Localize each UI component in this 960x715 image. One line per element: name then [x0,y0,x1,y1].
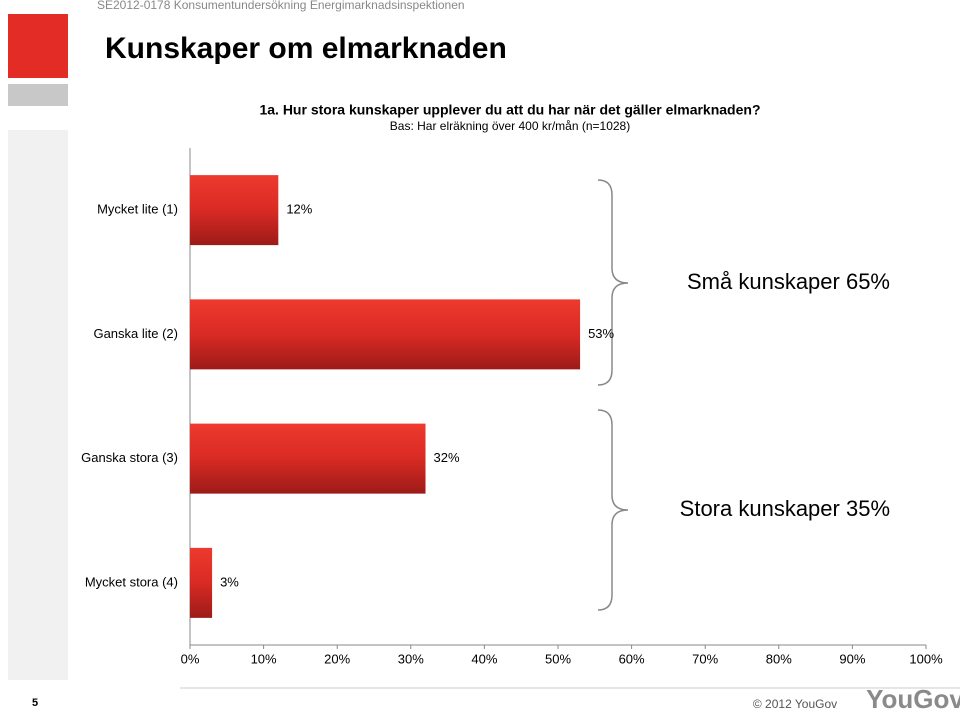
x-tick-label: 20% [324,651,350,666]
x-tick-label: 40% [471,651,497,666]
brace [597,409,629,611]
bar [190,175,279,246]
logo: YouGov [866,684,960,714]
x-tick-label: 30% [398,651,424,666]
y-tick-label: Ganska lite (2) [93,326,178,341]
bar [190,423,426,494]
x-tick-label: 80% [766,651,792,666]
chart-title: 1a. Hur stora kunskaper upplever du att … [259,102,760,118]
people-illustration [8,130,68,680]
y-tick-label: Mycket lite (1) [97,202,178,217]
chart-subtitle: Bas: Har elräkning över 400 kr/mån (n=10… [390,119,630,133]
x-tick-label: 50% [545,651,571,666]
x-tick-label: 90% [839,651,865,666]
doc-id: SE2012-0178 Konsumentundersökning Energi… [97,0,465,12]
value-label: 3% [220,574,239,589]
value-label: 53% [588,326,614,341]
red-block [8,14,68,78]
x-tick-label: 0% [181,651,200,666]
copyright: © 2012 YouGov [753,697,837,711]
value-label: 12% [286,202,312,217]
x-tick-label: 60% [619,651,645,666]
y-tick-label: Ganska stora (3) [81,450,178,465]
bar [190,547,213,618]
x-tick-label: 70% [692,651,718,666]
brace [597,179,629,386]
y-tick-label: Mycket stora (4) [85,574,178,589]
bar [190,299,581,370]
annotation: Små kunskaper 65% [687,269,890,294]
slide-title: Kunskaper om elmarknaden [105,32,507,65]
page-number: 5 [32,697,38,709]
x-tick-label: 100% [909,651,943,666]
gray-block [8,84,68,106]
annotation: Stora kunskaper 35% [680,496,890,521]
top-strip [0,0,960,12]
value-label: 32% [434,450,460,465]
x-tick-label: 10% [251,651,277,666]
